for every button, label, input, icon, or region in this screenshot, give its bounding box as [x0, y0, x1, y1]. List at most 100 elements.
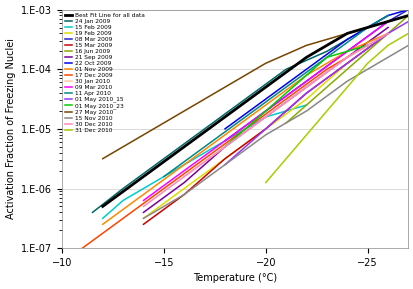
21 Sep 2009	[263, 115, 268, 119]
01 May 2010_23	[324, 55, 329, 59]
27 May 2010	[263, 62, 268, 65]
15 Feb 2009	[161, 175, 166, 178]
15 Nov 2010	[263, 133, 268, 137]
Line: 01 Nov 2009: 01 Nov 2009	[102, 34, 387, 224]
15 Mar 2009	[222, 157, 227, 160]
30 Jan 2010	[344, 55, 349, 59]
30 Dec 2010	[181, 175, 186, 178]
22 Oct 2009	[344, 38, 349, 41]
11 Apr 2010	[385, 14, 389, 17]
24 Jan 2009	[324, 50, 329, 53]
01 May 2010_15	[405, 20, 410, 23]
22 Oct 2009	[263, 97, 268, 101]
19 Feb 2009	[181, 187, 186, 190]
Line: 30 Jan 2010: 30 Jan 2010	[184, 34, 387, 177]
11 Apr 2010	[364, 26, 369, 29]
15 Mar 2009	[263, 127, 268, 131]
31 Dec 2010	[385, 44, 389, 47]
16 Jun 2009	[405, 14, 410, 17]
Y-axis label: Activation Fraction of Freezing Nuclei: Activation Fraction of Freezing Nuclei	[5, 38, 16, 219]
Line: 24 Jan 2009: 24 Jan 2009	[93, 16, 387, 212]
15 Feb 2009	[222, 139, 227, 142]
31 Dec 2010	[263, 181, 268, 184]
30 Dec 2010	[263, 115, 268, 119]
Best Fit Line for all data	[100, 205, 105, 208]
15 Feb 2009	[141, 187, 146, 190]
22 Oct 2009	[303, 67, 308, 71]
09 Mar 2010	[303, 79, 308, 83]
30 Dec 2010	[385, 32, 389, 35]
15 Mar 2009	[181, 193, 186, 196]
01 Nov 2009	[344, 50, 349, 53]
08 Mar 2009	[263, 109, 268, 113]
15 Feb 2009	[202, 151, 206, 154]
17 Dec 2009	[120, 217, 125, 220]
19 Feb 2009	[263, 127, 268, 131]
27 May 2010	[222, 85, 227, 89]
01 Nov 2009	[181, 163, 186, 166]
Legend: Best Fit Line for all data, 24 Jan 2009, 15 Feb 2009, 19 Feb 2009, 08 Mar 2009, : Best Fit Line for all data, 24 Jan 2009,…	[65, 12, 145, 133]
01 Nov 2009	[141, 193, 146, 196]
30 Dec 2010	[344, 55, 349, 59]
21 Sep 2009	[222, 145, 227, 149]
24 Jan 2009	[90, 211, 95, 214]
08 Mar 2009	[405, 8, 410, 11]
17 Dec 2009	[80, 247, 85, 250]
Line: Best Fit Line for all data: Best Fit Line for all data	[102, 16, 408, 206]
Line: 17 Dec 2009: 17 Dec 2009	[82, 45, 367, 248]
16 Jun 2009	[385, 32, 389, 35]
31 Dec 2010	[283, 157, 288, 160]
17 Dec 2009	[202, 157, 206, 160]
08 Mar 2009	[385, 20, 389, 23]
15 Mar 2009	[344, 62, 349, 65]
Line: 30 Dec 2010: 30 Dec 2010	[143, 34, 387, 206]
15 Nov 2010	[385, 55, 389, 59]
Line: 15 Nov 2010: 15 Nov 2010	[143, 45, 408, 218]
X-axis label: Temperature (°C): Temperature (°C)	[193, 273, 277, 284]
01 May 2010_23	[263, 109, 268, 113]
11 Apr 2010	[202, 145, 206, 149]
15 Nov 2010	[405, 44, 410, 47]
01 May 2010_23	[344, 50, 349, 53]
11 Apr 2010	[242, 115, 247, 119]
24 Jan 2009	[364, 26, 369, 29]
21 Sep 2009	[344, 55, 349, 59]
01 May 2010_15	[222, 163, 227, 166]
19 Feb 2009	[222, 157, 227, 160]
01 May 2010_15	[303, 91, 308, 95]
16 Jun 2009	[344, 67, 349, 71]
Line: 11 Apr 2010: 11 Apr 2010	[164, 16, 387, 177]
15 Nov 2010	[303, 109, 308, 113]
01 May 2010_23	[222, 145, 227, 149]
15 Nov 2010	[181, 193, 186, 196]
15 Feb 2009	[120, 199, 125, 202]
01 May 2010_23	[364, 44, 369, 47]
11 Apr 2010	[324, 55, 329, 59]
Best Fit Line for all data	[222, 115, 227, 119]
15 Feb 2009	[283, 109, 288, 113]
01 May 2010_15	[263, 127, 268, 131]
31 Dec 2010	[364, 62, 369, 65]
09 Mar 2010	[344, 50, 349, 53]
15 Feb 2009	[100, 217, 105, 220]
21 Sep 2009	[303, 85, 308, 89]
24 Jan 2009	[385, 14, 389, 17]
Line: 22 Oct 2009: 22 Oct 2009	[225, 10, 408, 129]
01 May 2010_23	[283, 91, 288, 95]
31 Dec 2010	[303, 133, 308, 137]
30 Dec 2010	[222, 145, 227, 149]
22 Oct 2009	[405, 8, 410, 11]
21 Sep 2009	[181, 181, 186, 184]
27 May 2010	[181, 109, 186, 113]
21 Sep 2009	[141, 211, 146, 214]
16 Jun 2009	[283, 121, 288, 125]
31 Dec 2010	[324, 109, 329, 113]
01 May 2010_15	[385, 32, 389, 35]
01 May 2010_23	[303, 73, 308, 77]
15 Mar 2009	[141, 223, 146, 226]
30 Jan 2010	[263, 115, 268, 119]
Best Fit Line for all data	[141, 175, 146, 178]
Line: 31 Dec 2010: 31 Dec 2010	[265, 34, 408, 183]
08 Mar 2009	[222, 139, 227, 142]
30 Jan 2010	[385, 32, 389, 35]
